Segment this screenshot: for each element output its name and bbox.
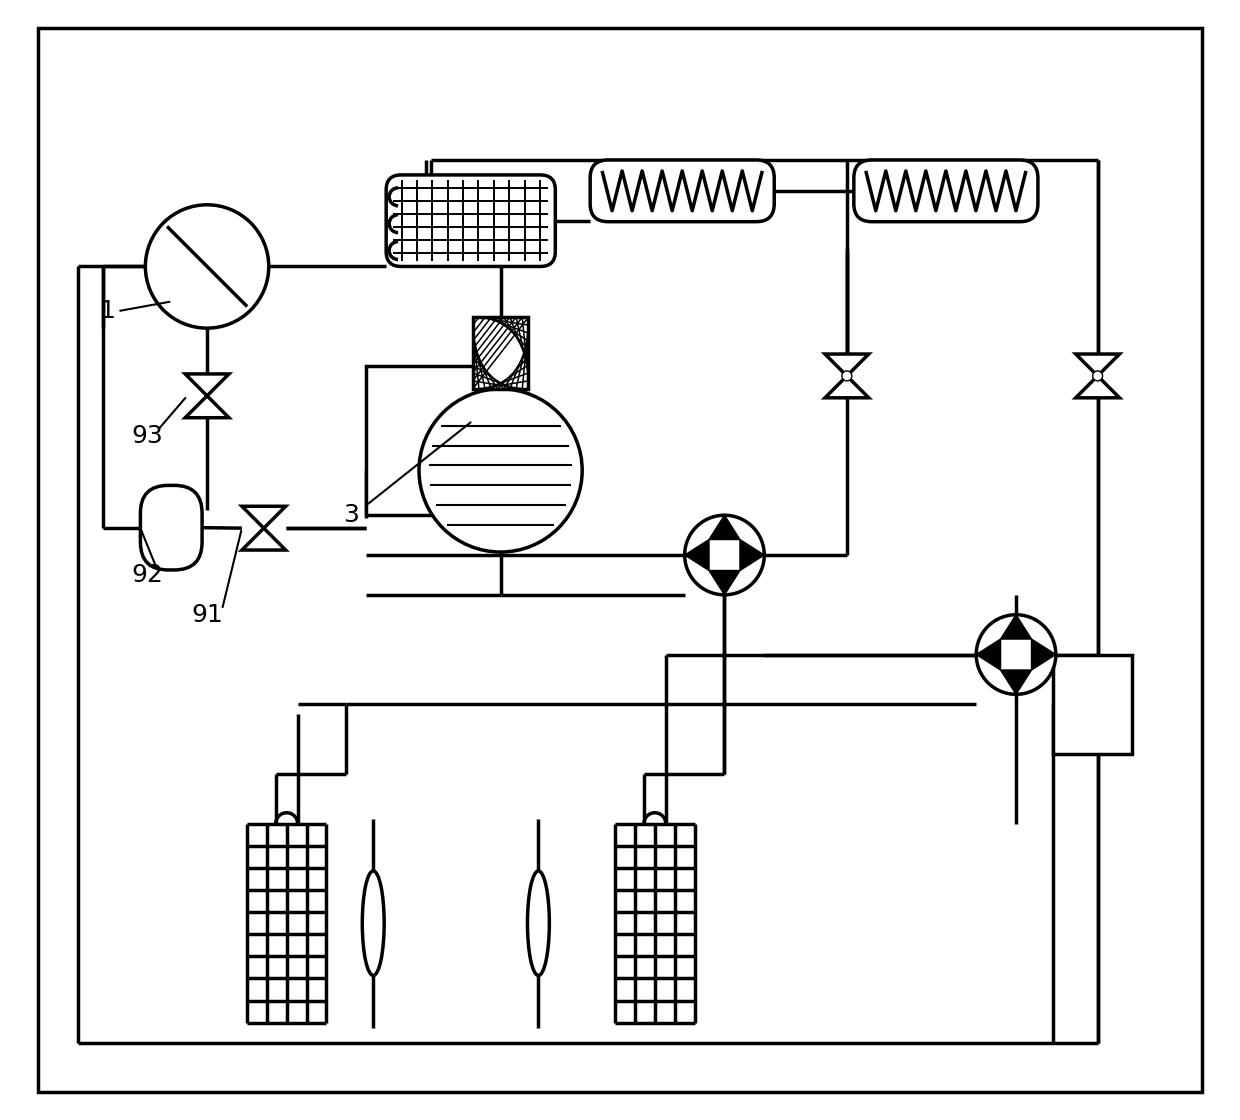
Text: 1: 1: [99, 299, 115, 324]
Circle shape: [419, 389, 583, 552]
Text: 91: 91: [191, 603, 223, 627]
Bar: [472, 317, 528, 389]
Ellipse shape: [362, 871, 384, 976]
Text: 93: 93: [131, 423, 164, 448]
Bar: [366, 366, 476, 515]
Polygon shape: [1076, 376, 1120, 398]
Polygon shape: [740, 540, 764, 570]
Ellipse shape: [527, 871, 549, 976]
Circle shape: [145, 205, 269, 328]
Polygon shape: [242, 506, 285, 529]
Polygon shape: [684, 540, 709, 570]
Polygon shape: [1076, 354, 1120, 376]
Polygon shape: [185, 374, 229, 395]
Circle shape: [1092, 371, 1102, 381]
Text: 92: 92: [131, 563, 164, 587]
FancyBboxPatch shape: [140, 485, 202, 570]
Polygon shape: [825, 354, 869, 376]
Text: 3: 3: [343, 503, 360, 528]
Polygon shape: [976, 640, 1001, 670]
Polygon shape: [242, 529, 285, 550]
Polygon shape: [1001, 670, 1032, 694]
Bar: [1053, 654, 1132, 754]
FancyBboxPatch shape: [854, 160, 1038, 222]
Polygon shape: [709, 570, 740, 595]
Polygon shape: [825, 376, 869, 398]
FancyBboxPatch shape: [386, 175, 556, 267]
Circle shape: [976, 615, 1055, 694]
FancyBboxPatch shape: [590, 160, 774, 222]
Polygon shape: [709, 515, 740, 540]
Polygon shape: [1001, 615, 1032, 640]
Circle shape: [684, 515, 764, 595]
Polygon shape: [185, 395, 229, 418]
Polygon shape: [1032, 640, 1055, 670]
Circle shape: [842, 371, 852, 381]
